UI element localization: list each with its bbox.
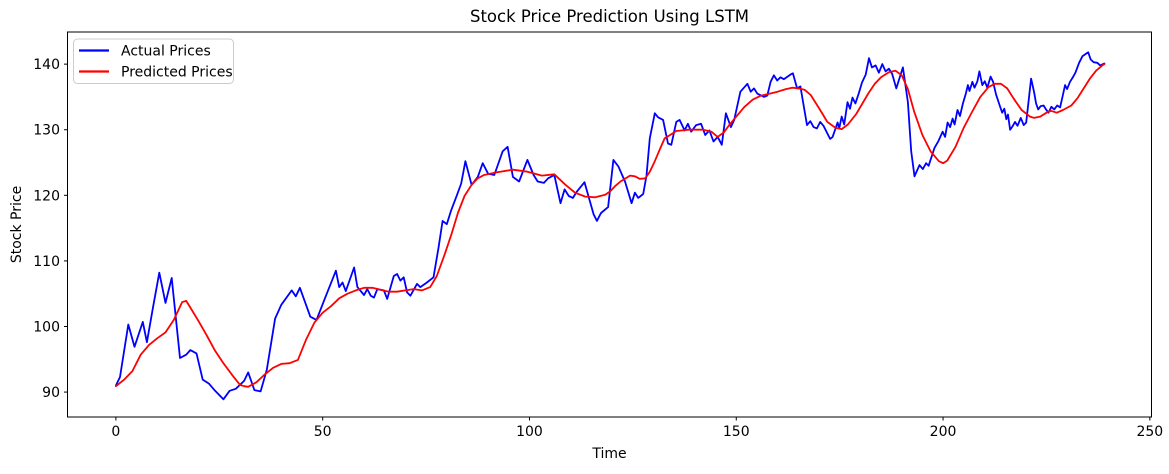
x-tick-label: 50 (314, 424, 332, 440)
y-tick-label: 130 (33, 123, 60, 139)
legend: Actual Prices Predicted Prices (73, 38, 234, 84)
y-tick-label: 140 (33, 57, 60, 73)
y-tick-label: 100 (33, 319, 60, 335)
plot-area (67, 32, 1152, 417)
x-axis-ticks: 0 50 100 150 200 250 (111, 417, 1163, 440)
legend-label-predicted: Predicted Prices (121, 65, 233, 81)
y-tick-label: 90 (42, 385, 60, 401)
y-tick-label: 120 (33, 188, 60, 204)
chart-title: Stock Price Prediction Using LSTM (470, 7, 749, 26)
actual-prices-line (115, 51, 1106, 401)
x-tick-label: 250 (1136, 424, 1163, 440)
axes-spines (67, 31, 1152, 418)
x-tick-label: 100 (516, 424, 543, 440)
legend-box (73, 38, 234, 84)
y-axis-label: Stock Price (9, 186, 25, 263)
y-tick-label: 110 (33, 254, 60, 270)
predicted-prices-line (115, 63, 1106, 388)
x-tick-label: 150 (723, 424, 750, 440)
x-axis-label: Time (591, 446, 626, 462)
x-tick-label: 200 (930, 424, 957, 440)
series-group (115, 51, 1106, 401)
legend-label-actual: Actual Prices (121, 44, 211, 60)
y-axis-ticks: 90 100 110 120 130 140 (33, 57, 68, 401)
x-tick-label: 0 (111, 424, 120, 440)
